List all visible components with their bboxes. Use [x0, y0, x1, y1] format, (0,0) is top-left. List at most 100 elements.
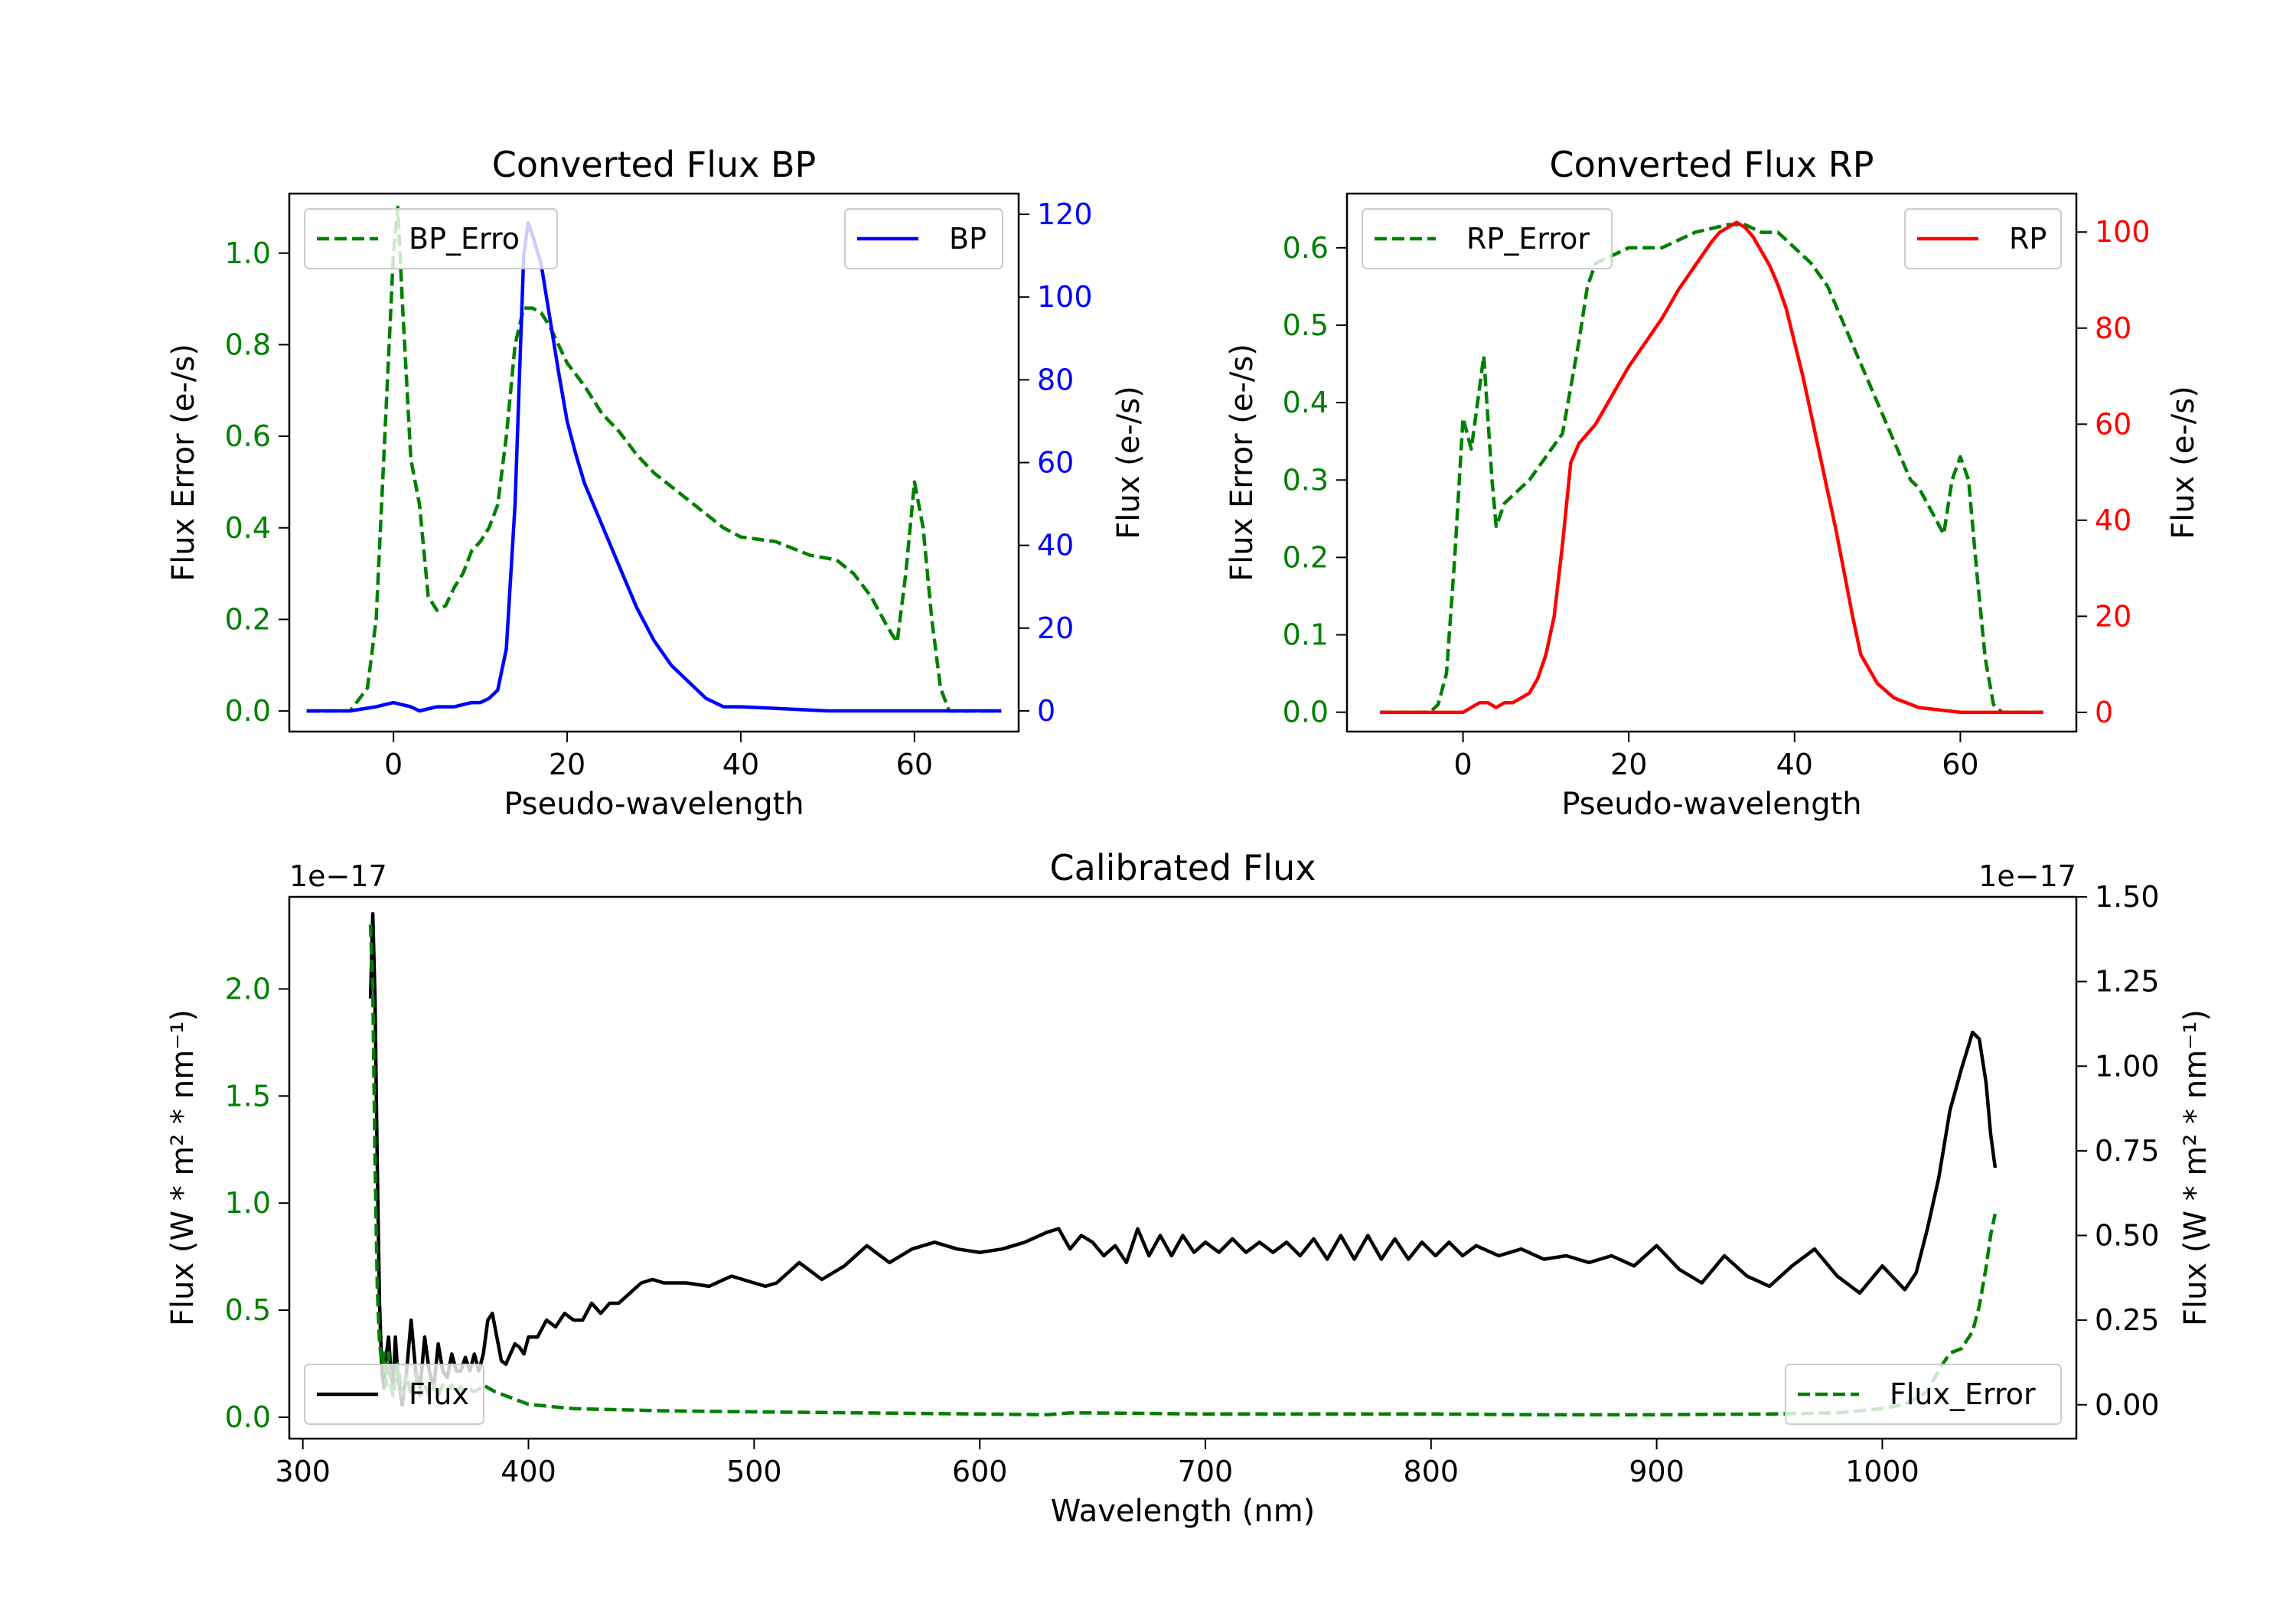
y-left-tick-label: 0.4 [1283, 386, 1329, 419]
x-tick-label: 500 [726, 1455, 782, 1488]
legend-label: BP [949, 222, 987, 256]
x-tick-label: 800 [1404, 1455, 1459, 1488]
y-right-tick-label: 0 [2095, 696, 2113, 729]
y-left-offset-label: 1e−17 [289, 859, 387, 893]
plot-frame [288, 895, 2078, 1440]
legend: Flux_Error [1785, 1364, 2062, 1425]
legend: BP [844, 208, 1003, 269]
y-left-tick-label: 0.6 [1283, 231, 1329, 265]
y-right-axis-label: Flux (W * m² * nm⁻¹) [2178, 1009, 2213, 1326]
y-right-axis-label: Flux (e-/s) [2166, 386, 2201, 539]
x-tick-label: 40 [722, 748, 759, 781]
legend: RP [1904, 208, 2062, 269]
x-axis-label: Pseudo-wavelength [504, 787, 804, 822]
chart-title: Converted Flux BP [492, 144, 817, 185]
legend-frame [844, 208, 1003, 269]
y-left-tick-label: 1.0 [225, 236, 271, 270]
plot-frame [288, 192, 1020, 733]
x-tick-label: 300 [275, 1455, 331, 1488]
y-right-tick-label: 1.00 [2095, 1049, 2160, 1083]
y-left-tick-label: 0.5 [1283, 308, 1329, 342]
y-right-tick-label: 100 [1037, 280, 1093, 314]
y-left-tick-label: 0.6 [225, 419, 271, 453]
y-left-tick-label: 0.5 [225, 1293, 271, 1327]
x-tick-label: 1000 [1845, 1455, 1919, 1488]
y-right-tick-label: 1.50 [2095, 880, 2160, 914]
y-right-tick-label: 120 [1037, 197, 1093, 231]
chart-panel-1: 0 20 40 60 0.0 0.2 0.4 0.6 0.8 1.0 0 20 40 60 80 100 120… [166, 144, 1146, 822]
y-left-tick-label: 0.8 [225, 328, 271, 361]
y-left-axis-label: Flux (W * m² * nm⁻¹) [165, 1009, 201, 1326]
chart-panel-3: 300 400 500 600 700 800 900 1000 0.0 0.5 1.0 1.5 2.0… [165, 847, 2213, 1529]
y-left-tick-label: 0.1 [1283, 618, 1329, 652]
legend-frame [304, 1364, 484, 1425]
y-right-tick-label: 1.25 [2095, 965, 2160, 999]
y-right-tick-label: 60 [2095, 407, 2131, 441]
y-left-tick-label: 0.4 [225, 511, 271, 545]
x-tick-label: 20 [549, 748, 585, 781]
y-right-tick-label: 0.50 [2095, 1219, 2160, 1253]
x-tick-label: 0 [384, 748, 403, 781]
series-group [306, 205, 1002, 713]
y-left-axis-label: Flux Error (e-/s) [1225, 344, 1260, 582]
y-left-tick-label: 0.0 [225, 1400, 271, 1434]
x-tick-label: 60 [1942, 748, 1978, 781]
y-left-tick-label: 0.3 [1283, 463, 1329, 497]
series-line-bp [306, 220, 1002, 713]
y-right-tick-label: 40 [1037, 529, 1074, 562]
x-tick-label: 0 [1454, 748, 1473, 781]
legend-frame [1785, 1364, 2062, 1425]
y-left-tick-label: 1.0 [225, 1186, 271, 1220]
x-tick-label: 900 [1629, 1455, 1684, 1488]
y-right-tick-label: 80 [1037, 363, 1074, 396]
series-group [368, 911, 1998, 1416]
y-right-tick-label: 60 [1037, 446, 1074, 480]
legend-label: RP [2009, 222, 2047, 256]
legend-label: Flux_Error [1890, 1377, 2036, 1411]
legend: RP_Error [1362, 208, 1613, 269]
legend: BP_Erro [304, 208, 558, 269]
legend-label: BP_Erro [409, 222, 520, 256]
series-line-flux [368, 911, 1998, 1407]
y-right-tick-label: 0.25 [2095, 1303, 2160, 1337]
y-left-tick-label: 1.5 [225, 1079, 271, 1113]
y-left-axis-label: Flux Error (e-/s) [166, 344, 201, 582]
legend-frame [1362, 208, 1613, 269]
x-tick-label: 20 [1610, 748, 1647, 781]
y-right-tick-label: 0.00 [2095, 1388, 2160, 1422]
series-line-flux-error [368, 924, 1998, 1416]
x-axis-label: Pseudo-wavelength [1561, 787, 1861, 822]
legend: Flux [304, 1364, 484, 1425]
x-tick-label: 700 [1178, 1455, 1234, 1488]
y-right-tick-label: 0 [1037, 694, 1055, 728]
chart-panel-2: 0 20 40 60 0.0 0.1 0.2 0.3 0.4 0.5 0.6 0 20 40 60 80 100… [1225, 144, 2201, 822]
legend-frame [304, 208, 558, 269]
series-group [1380, 220, 2043, 715]
legend-label: Flux [409, 1377, 469, 1411]
chart-title: Calibrated Flux [1050, 847, 1316, 888]
x-tick-label: 60 [896, 748, 933, 781]
series-line-bp-error [306, 205, 1002, 713]
x-tick-label: 400 [501, 1455, 556, 1488]
series-line-rp-error [1380, 223, 2043, 714]
y-right-axis-label: Flux (e-/s) [1111, 386, 1146, 539]
y-right-tick-label: 80 [2095, 311, 2131, 345]
y-left-tick-label: 0.0 [225, 694, 271, 728]
x-tick-label: 40 [1776, 748, 1813, 781]
y-left-tick-label: 0.0 [1283, 696, 1329, 729]
y-right-tick-label: 20 [2095, 599, 2131, 633]
legend-frame [1904, 208, 2062, 269]
y-left-tick-label: 0.2 [1283, 540, 1329, 574]
y-left-tick-label: 2.0 [225, 972, 271, 1006]
y-right-tick-label: 20 [1037, 611, 1074, 645]
y-right-tick-label: 0.75 [2095, 1134, 2160, 1168]
chart-title: Converted Flux RP [1550, 144, 1874, 185]
y-right-offset-label: 1e−17 [1978, 859, 2076, 893]
plot-frame [1345, 192, 2078, 733]
legend-label: RP_Error [1466, 222, 1590, 256]
x-axis-label: Wavelength (nm) [1051, 1494, 1316, 1529]
x-tick-label: 600 [952, 1455, 1008, 1488]
y-left-tick-label: 0.2 [225, 602, 271, 636]
y-right-tick-label: 100 [2095, 215, 2151, 249]
